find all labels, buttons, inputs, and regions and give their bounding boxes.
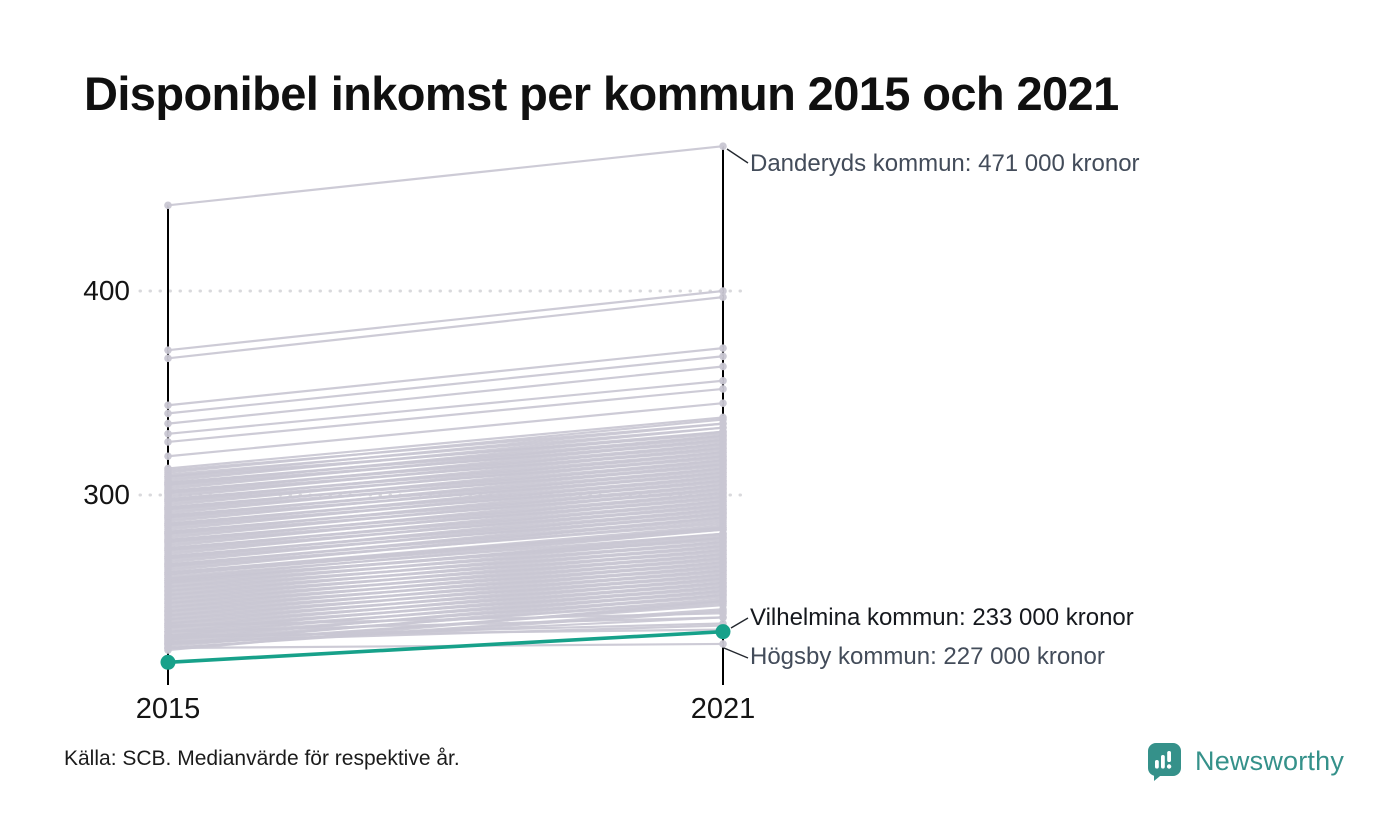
annotation-hogsby: Högsby kommun: 227 000 kronor — [750, 643, 1105, 670]
connector-vilhelmina — [730, 617, 749, 629]
y-tick-label-300: 300 — [83, 479, 130, 510]
x-label-2015: 2015 — [135, 693, 201, 725]
page-title: Disponibel inkomst per kommun 2015 och 2… — [84, 67, 1119, 120]
highlighted-line-vilhelmina — [160, 624, 731, 670]
annotation-danderyd: Danderyds kommun: 471 000 kronor — [750, 150, 1140, 177]
newsworthy-wordmark: Newsworthy — [1195, 745, 1345, 776]
connector-hogsby — [723, 647, 749, 659]
annotation-connectors — [723, 148, 749, 659]
y-tick-label-400: 400 — [83, 275, 130, 306]
x-label-2021: 2021 — [690, 693, 756, 725]
source-note: Källa: SCB. Medianvärde för respektive å… — [64, 747, 460, 770]
newsworthy-icon — [1148, 743, 1181, 781]
newsworthy-logo[interactable]: Newsworthy — [1146, 741, 1344, 781]
annotation-vilhelmina: Vilhelmina kommun: 233 000 kronor — [750, 604, 1134, 631]
municipality-lines — [164, 142, 727, 654]
connector-danderyd — [726, 148, 749, 164]
